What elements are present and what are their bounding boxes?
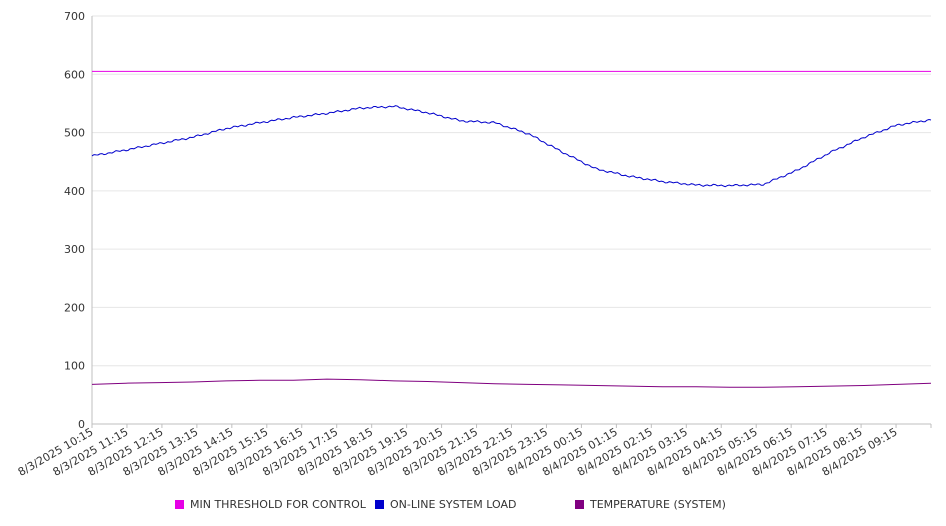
y-tick-label: 100 bbox=[64, 360, 85, 373]
y-tick-label: 700 bbox=[64, 10, 85, 23]
legend: MIN THRESHOLD FOR CONTROL ON-LINE SYSTEM… bbox=[0, 498, 946, 518]
legend-item-system-load: ON-LINE SYSTEM LOAD bbox=[375, 498, 516, 511]
legend-item-min-threshold: MIN THRESHOLD FOR CONTROL bbox=[175, 498, 366, 511]
legend-label: MIN THRESHOLD FOR CONTROL bbox=[190, 498, 366, 511]
legend-swatch bbox=[375, 500, 384, 509]
legend-item-temperature: TEMPERATURE (SYSTEM) bbox=[575, 498, 726, 511]
series-line-system-load bbox=[91, 105, 932, 188]
series-line-temperature bbox=[91, 378, 932, 388]
y-tick-label: 600 bbox=[64, 68, 85, 81]
y-tick-label: 300 bbox=[64, 243, 85, 256]
y-tick-label: 0 bbox=[78, 418, 85, 431]
y-tick-label: 400 bbox=[64, 185, 85, 198]
y-tick-label: 500 bbox=[64, 127, 85, 140]
legend-label: TEMPERATURE (SYSTEM) bbox=[590, 498, 726, 511]
legend-swatch bbox=[175, 500, 184, 509]
legend-swatch bbox=[575, 500, 584, 509]
legend-label: ON-LINE SYSTEM LOAD bbox=[390, 498, 517, 511]
y-tick-label: 200 bbox=[64, 301, 85, 314]
